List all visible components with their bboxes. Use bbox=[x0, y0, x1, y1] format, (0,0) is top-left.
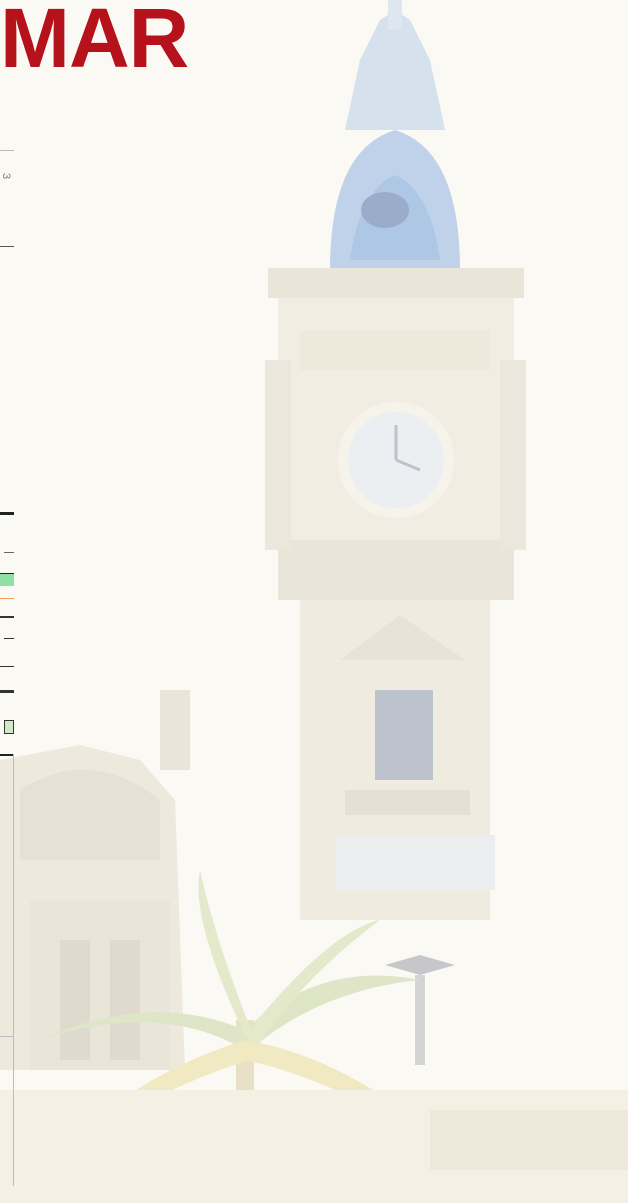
slide-title: MAR bbox=[0, 0, 189, 85]
divider bbox=[0, 666, 14, 667]
green-row bbox=[0, 573, 14, 586]
divider bbox=[0, 150, 14, 151]
left-edge-panel: 3 bbox=[0, 150, 14, 1186]
divider bbox=[4, 552, 14, 553]
divider bbox=[0, 512, 14, 515]
divider bbox=[0, 690, 14, 693]
marker bbox=[4, 720, 14, 734]
divider bbox=[4, 638, 14, 639]
divider bbox=[0, 1036, 14, 1037]
orange-line bbox=[0, 598, 14, 599]
panel-border bbox=[13, 754, 14, 1186]
divider bbox=[0, 246, 14, 247]
divider bbox=[0, 754, 14, 756]
edge-glyph: 3 bbox=[0, 172, 13, 180]
divider bbox=[0, 616, 14, 618]
